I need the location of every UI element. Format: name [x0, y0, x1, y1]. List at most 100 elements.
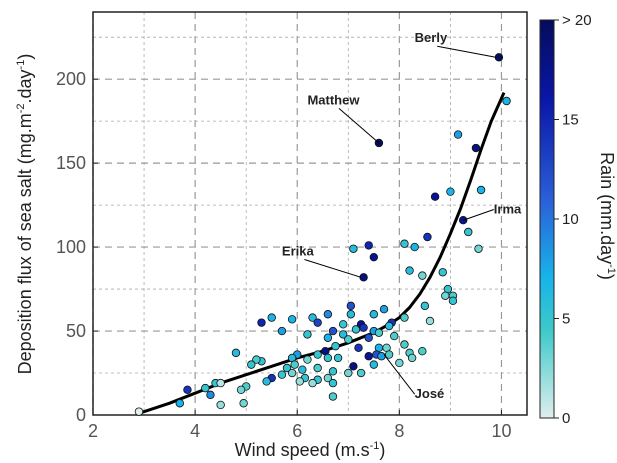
- x-ticks: 2 4 6 8 10: [88, 410, 511, 441]
- data-point: [441, 291, 450, 300]
- data-point: [423, 232, 432, 242]
- colorbar-tick-label: 10: [562, 211, 579, 228]
- colorbar-tick-label: 15: [562, 112, 579, 129]
- data-point: [175, 399, 184, 408]
- colorbar-tick-label: 0: [562, 410, 570, 427]
- data-point: [453, 130, 463, 139]
- data-point: [351, 325, 361, 334]
- data-point: [328, 367, 338, 376]
- x-tick-label: 8: [394, 421, 404, 441]
- data-point: [430, 192, 440, 201]
- data-point: [323, 310, 333, 319]
- data-point: [359, 323, 368, 332]
- data-point: [349, 362, 358, 371]
- y-axis-title: Deposition flux of sea salt (mg.m-2.day-…: [15, 54, 35, 375]
- y-ticks: 0 50 100 150 200: [56, 69, 98, 425]
- data-point: [333, 353, 343, 363]
- data-point: [349, 244, 358, 253]
- data-point: [356, 368, 366, 378]
- data-point: [282, 363, 292, 373]
- x-tick-label: 6: [292, 421, 302, 441]
- data-point: [364, 333, 373, 342]
- data-point: [216, 378, 225, 388]
- data-point: [331, 341, 340, 351]
- annotation-leader: [304, 259, 362, 278]
- data-point: [344, 368, 353, 378]
- data-point: [346, 301, 356, 311]
- colorbar-tick-label: > 20: [562, 12, 592, 29]
- x-tick-label: 10: [491, 421, 511, 441]
- data-point: [374, 328, 384, 337]
- data-point: [323, 373, 333, 383]
- data-point: [252, 355, 261, 364]
- data-point: [267, 313, 276, 322]
- data-point: [384, 321, 394, 331]
- data-point: [247, 360, 256, 369]
- fit-curve: [138, 91, 506, 415]
- data-point: [425, 316, 435, 326]
- data-point: [502, 96, 511, 106]
- data-point: [420, 301, 430, 311]
- data-point: [364, 352, 373, 361]
- data-point: [303, 355, 312, 364]
- y-tick-label: 0: [76, 405, 86, 425]
- y-tick-label: 100: [56, 237, 86, 257]
- data-point: [239, 399, 248, 408]
- y-tick-label: 200: [56, 69, 86, 89]
- data-point: [400, 340, 409, 349]
- data-point: [405, 266, 414, 275]
- data-point: [448, 296, 458, 306]
- data-point: [287, 368, 297, 378]
- data-point: [313, 318, 322, 327]
- data-point: [390, 331, 399, 341]
- annotation-leader: [437, 45, 497, 58]
- data-point: [308, 313, 317, 322]
- data-point: [464, 227, 473, 237]
- annotations: Berly Matthew Irma Erika José: [282, 30, 522, 401]
- data-point: [231, 348, 241, 358]
- x-tick-label: 2: [88, 421, 98, 441]
- colorbar: [539, 19, 555, 419]
- data-point: [418, 271, 427, 280]
- data-point: [328, 326, 338, 336]
- x-tick-label: 4: [190, 421, 200, 441]
- data-point: [377, 352, 386, 361]
- plot-grid: [92, 12, 527, 415]
- data-point: [313, 350, 322, 359]
- colorbar-title: Rain (mm.day-1): [597, 152, 617, 280]
- data-point: [446, 187, 455, 196]
- data-point: [134, 407, 144, 416]
- fit-curve-group: [138, 91, 506, 415]
- data-point: [298, 365, 307, 374]
- data-point: [400, 239, 409, 248]
- data-point: [471, 143, 481, 153]
- data-point: [354, 343, 363, 353]
- data-point: [323, 333, 333, 342]
- data-point: [262, 377, 271, 386]
- data-point: [287, 315, 297, 324]
- annotation-leader: [383, 354, 416, 395]
- data-point: [364, 241, 373, 250]
- data-point: [369, 252, 379, 262]
- annotation-label: José: [415, 386, 445, 401]
- data-point: [328, 392, 338, 401]
- annotation-leader: [338, 107, 380, 144]
- data-point: [344, 335, 353, 344]
- data-point: [338, 320, 348, 329]
- data-point: [407, 353, 417, 363]
- y-tick-label: 150: [56, 153, 86, 173]
- data-point: [379, 305, 389, 314]
- colorbar-tick-label: 5: [562, 311, 570, 328]
- data-point: [303, 330, 312, 339]
- annotation-label: Erika: [282, 243, 315, 258]
- data-point: [418, 346, 427, 356]
- annotation-label: Matthew: [307, 92, 360, 107]
- data-point: [346, 310, 356, 319]
- annotation-leader: [463, 209, 494, 221]
- data-point: [400, 313, 409, 322]
- colorbar-ticks: 0 5 10 15 > 20: [554, 12, 592, 427]
- data-point: [384, 350, 394, 359]
- data-point: [410, 242, 419, 252]
- data-point: [216, 400, 225, 410]
- data-point: [295, 377, 304, 386]
